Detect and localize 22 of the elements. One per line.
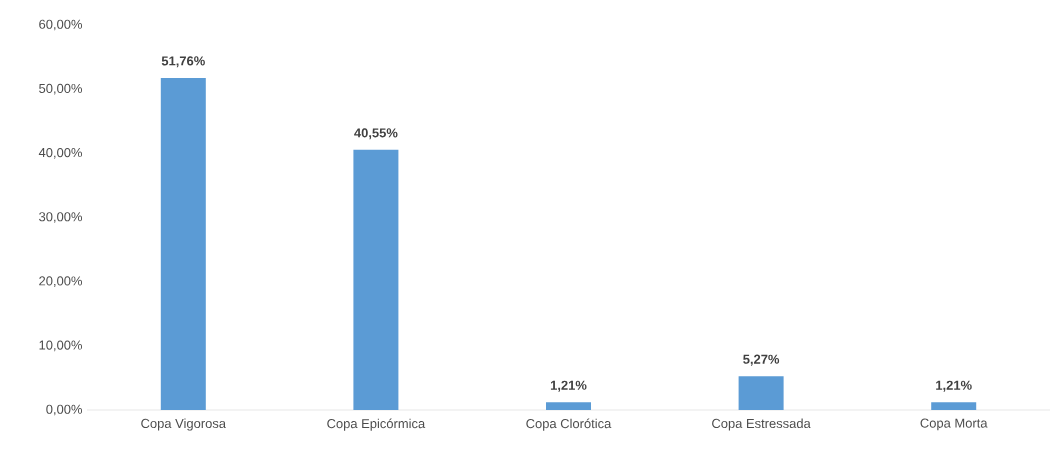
data-label: 1,21%	[936, 380, 972, 392]
data-label: 51,76%	[161, 56, 205, 68]
bar	[931, 402, 977, 410]
data-label: 1,21%	[550, 380, 587, 392]
x-tick-label: Copa Epicórmica	[327, 418, 426, 431]
x-tick-label: Copa Vigorosa	[141, 418, 227, 431]
y-tick-label: 50,00%	[39, 83, 83, 95]
data-label: 5,27%	[743, 354, 780, 366]
y-tick-label: 60,00%	[39, 19, 83, 31]
y-tick-label: 20,00%	[39, 276, 83, 288]
y-tick-label: 40,00%	[38, 147, 83, 159]
x-tick-label: Copa Estressada	[712, 418, 811, 431]
y-tick-label: 0,00%	[46, 404, 83, 416]
bar	[738, 376, 784, 410]
y-tick-label: 10,00%	[39, 340, 83, 352]
bar	[546, 402, 591, 410]
data-label: 40,55%	[354, 128, 398, 140]
x-tick-label: Copa Clorótica	[526, 418, 612, 431]
bar	[353, 149, 399, 410]
bar	[160, 77, 206, 410]
x-tick-label: Copa Morta	[920, 418, 988, 431]
y-tick-label: 30,00%	[39, 212, 83, 223]
